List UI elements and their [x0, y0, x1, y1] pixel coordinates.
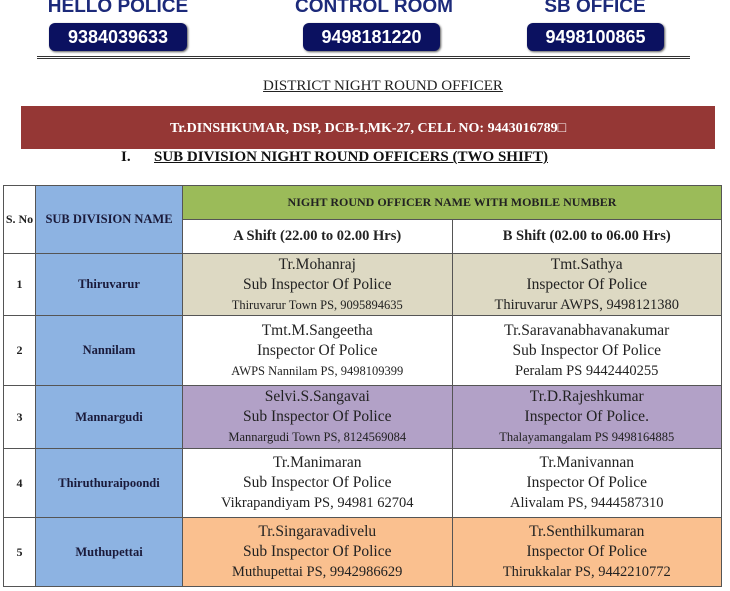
officer-station: Vikrapandiyam PS, 94981 62704 [221, 495, 414, 511]
table-row: 2 Nannilam Tmt.M.Sangeetha Inspector Of Pol… [3, 315, 722, 386]
control-room-label: CONTROL ROOM [295, 0, 453, 17]
serial-number: 5 [3, 517, 36, 587]
officer-rank: Sub Inspector Of Police [242, 275, 392, 293]
control-room-number: 9498181220 [303, 23, 440, 51]
officer-rank: Inspector Of Police [256, 341, 378, 359]
shift-b-officer: Tr.Manivannan Inspector Of Police Alivalam… [451, 448, 722, 518]
officer-station: Peralam PS 9442440255 [515, 362, 659, 379]
header-sno: S. No [3, 185, 36, 254]
officer-station: Muthupettai PS, 9942986629 [232, 564, 403, 580]
officer-name: Tr.Manivannan [539, 454, 635, 471]
officer-rank: Inspector Of Police [526, 275, 648, 293]
section-number: I. [121, 149, 131, 165]
section-title: SUB DIVISION NIGHT ROUND OFFICERS (TWO S… [154, 149, 548, 165]
shift-a-officer: Tr.Mohanraj Sub Inspector Of Police Thiruv… [182, 253, 453, 316]
officer-station: Thirukkalar PS, 9442210772 [502, 564, 671, 580]
hello-police-label: HELLO POLICE [47, 0, 189, 17]
table-row: 5 Muthupettai Tr.Singaravadivelu Sub Inspec… [3, 517, 722, 587]
officer-name: Selvi.S.Sangavai [264, 388, 370, 405]
officer-rank: Sub Inspector Of Police [242, 474, 392, 491]
section-heading: I. SUB DIVISION NIGHT ROUND OFFICERS (TWO… [121, 149, 548, 166]
officer-station: Alivalam PS, 9444587310 [510, 495, 664, 511]
officer-rank: Sub Inspector Of Police [242, 543, 392, 560]
header-group: NIGHT ROUND OFFICER NAME WITH MOBILE NUM… [182, 185, 722, 220]
officer-name: Tr.Mohanraj [278, 255, 356, 273]
header-shift-a: A Shift (22.00 to 02.00 Hrs) [182, 219, 453, 254]
officer-name: Tr.Singaravadivelu [258, 523, 377, 540]
divider [37, 56, 690, 59]
district-officer-banner: Tr.DINSHKUMAR, DSP, DCB-I,MK-27, CELL NO… [21, 106, 715, 149]
sb-office-number: 9498100865 [527, 23, 664, 51]
officer-station: AWPS Nannilam PS, 9498109399 [231, 363, 404, 378]
officer-station: Thalayamangalam PS 9498164885 [499, 430, 675, 444]
sb-office-label: SB OFFICE [544, 0, 646, 17]
night-round-table: S. No SUB DIVISION NAME NIGHT ROUND OFFI… [3, 185, 722, 587]
table-row: 3 Mannargudi Selvi.S.Sangavai Sub Inspector… [3, 385, 722, 449]
shift-a-officer: Tmt.M.Sangeetha Inspector Of Police AWPS N… [182, 315, 453, 386]
officer-rank: Sub Inspector Of Police [512, 341, 661, 359]
serial-number: 2 [3, 315, 36, 386]
table-row: 1 Thiruvarur Tr.Mohanraj Sub Inspector Of P… [3, 253, 722, 316]
officer-rank: Inspector Of Police [526, 474, 648, 491]
officer-rank: Inspector Of Police [526, 543, 648, 560]
shift-b-officer: Tmt.Sathya Inspector Of Police Thiruvarur … [451, 253, 722, 316]
district-title: DISTRICT NIGHT ROUND OFFICER [263, 78, 503, 94]
officer-name: Tr.Saravanabhavanakumar [504, 321, 670, 339]
shift-a-officer: Selvi.S.Sangavai Sub Inspector Of Police M… [182, 385, 453, 449]
officer-name: Tr.Manimaran [272, 454, 362, 471]
officer-station: Thiruvarur AWPS, 9498121380 [494, 296, 679, 313]
shift-b-officer: Tr.Senthilkumaran Inspector Of Police Thir… [451, 517, 722, 587]
table-row: 4 Thiruthuraipoondi Tr.Manimaran Sub Inspec… [3, 448, 722, 518]
serial-number: 3 [3, 385, 36, 449]
officer-station: Thiruvarur Town PS, 9095894635 [231, 297, 403, 312]
officer-name: Tmt.M.Sangeetha [261, 321, 373, 339]
serial-number: 4 [3, 448, 36, 518]
shift-a-officer: Tr.Singaravadivelu Sub Inspector Of Polic… [182, 517, 453, 587]
shift-a-officer: Tr.Manimaran Sub Inspector Of Police Vikra… [182, 448, 453, 518]
shift-b-officer: Tr.Saravanabhavanakumar Sub Inspector Of … [451, 315, 722, 386]
officer-rank: Inspector Of Police. [524, 408, 649, 425]
subdivision-name: Mannargudi [35, 385, 183, 449]
officer-station: Mannargudi Town PS, 8124569084 [228, 430, 407, 444]
hello-police-number: 9384039633 [49, 23, 187, 51]
officer-name: Tmt.Sathya [550, 255, 623, 273]
subdivision-name: Muthupettai [35, 517, 183, 587]
officer-name: Tr.Senthilkumaran [529, 523, 645, 540]
shift-b-officer: Tr.D.Rajeshkumar Inspector Of Police. Thal… [451, 385, 722, 449]
subdivision-name: Nannilam [35, 315, 183, 386]
officer-rank: Sub Inspector Of Police [242, 408, 392, 425]
officer-name: Tr.D.Rajeshkumar [529, 388, 644, 405]
header-shift-b: B Shift (02.00 to 06.00 Hrs) [451, 219, 722, 254]
serial-number: 1 [3, 253, 36, 316]
subdivision-name: Thiruthuraipoondi [35, 448, 183, 518]
subdivision-name: Thiruvarur [35, 253, 183, 316]
header-subdivision: SUB DIVISION NAME [35, 185, 183, 254]
